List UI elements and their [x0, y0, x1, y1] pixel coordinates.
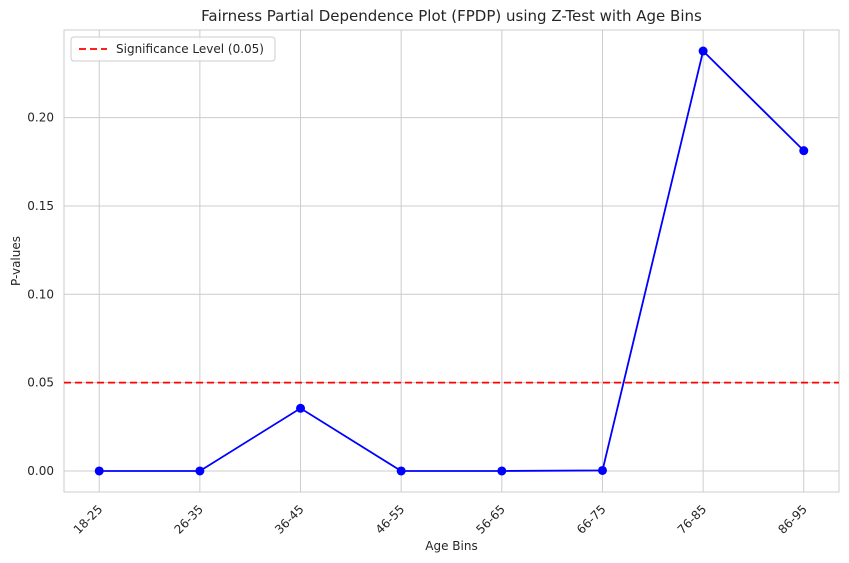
data-point — [195, 466, 205, 476]
legend-box — [70, 36, 276, 62]
data-point — [597, 465, 607, 475]
x-tick-label: 76-85 — [675, 502, 710, 537]
x-tick-label: 18-25 — [71, 502, 106, 537]
x-tick-label: 86-95 — [775, 502, 810, 537]
y-axis-label: P-values — [9, 236, 23, 286]
x-tick-label: 36-45 — [272, 502, 307, 537]
y-tick-label: 0.10 — [27, 287, 54, 301]
data-point — [497, 466, 507, 476]
legend-label: Significance Level (0.05) — [116, 42, 264, 56]
x-tick-label: 66-75 — [574, 502, 609, 537]
y-tick-label: 0.15 — [27, 199, 54, 213]
legend: Significance Level (0.05) — [70, 36, 276, 62]
x-axis-label: Age Bins — [425, 539, 477, 553]
chart-title: Fairness Partial Dependence Plot (FPDP) … — [201, 7, 702, 25]
y-tick-label: 0.05 — [27, 376, 54, 390]
x-tick-label: 46-55 — [373, 502, 408, 537]
plot-area: 0.00 0.05 0.10 0.15 0.20 18-25 26-35 36-45 46-55… — [27, 29, 840, 537]
x-tick-label: 26-35 — [171, 502, 206, 537]
data-point — [396, 466, 406, 476]
x-tick-label: 56-65 — [473, 502, 508, 537]
data-point — [94, 466, 104, 476]
series-line — [99, 49, 805, 472]
data-point — [698, 46, 708, 56]
y-tick-label: 0.20 — [27, 111, 54, 125]
plot-frame — [63, 29, 840, 493]
data-point — [296, 403, 306, 413]
data-point — [799, 146, 809, 156]
y-tick-label: 0.00 — [27, 464, 54, 478]
